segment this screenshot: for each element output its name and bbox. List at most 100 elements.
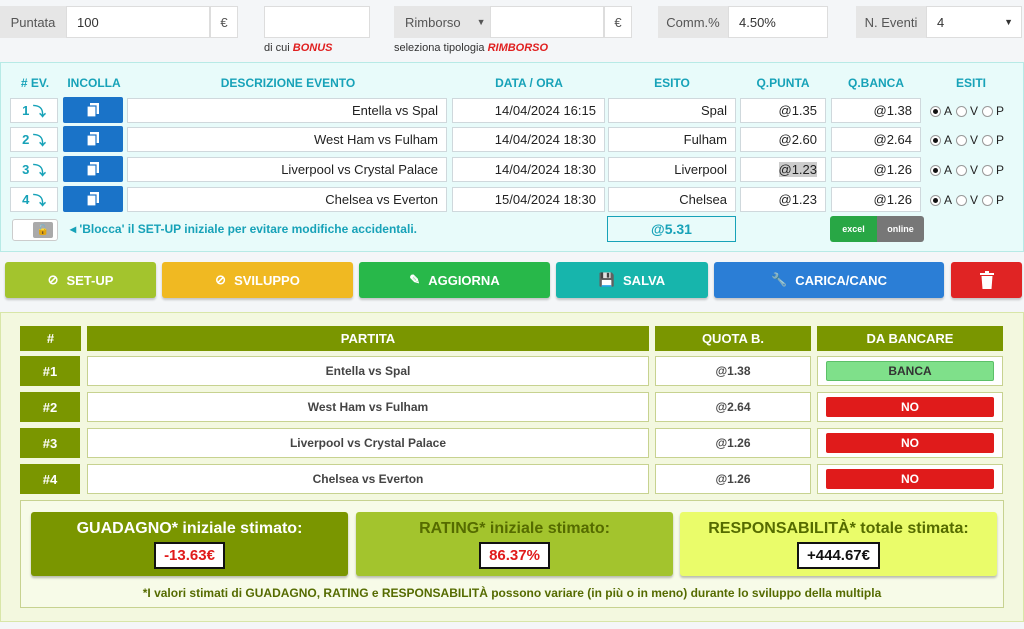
eye-slash-icon: ⊘ <box>215 272 227 287</box>
copy-icon <box>87 192 99 206</box>
event-number: 4 ⤵ <box>10 187 58 212</box>
radio-p[interactable] <box>982 194 994 206</box>
bank-action-cell: NO <box>817 428 1003 458</box>
event-description[interactable]: West Ham vs Fulham <box>127 127 447 152</box>
radio-a[interactable] <box>930 194 941 206</box>
rating-card: RATING* iniziale stimato: 86.37% <box>356 512 673 576</box>
aggiorna-button[interactable]: ✎ AGGIORNA <box>359 262 550 298</box>
radio-p[interactable] <box>982 134 994 146</box>
col-qbanca: Q.BANCA <box>848 76 904 90</box>
col-qpunta: Q.PUNTA <box>756 76 810 90</box>
lock-toggle[interactable]: 🔓 <box>12 219 58 241</box>
rimborso-note: seleziona tipologia RIMBORSO <box>394 42 549 54</box>
quota-banca[interactable]: @1.38 <box>831 98 921 123</box>
paste-button[interactable] <box>63 186 123 212</box>
event-esito[interactable]: Spal <box>608 98 736 123</box>
event-date[interactable]: 14/04/2024 16:15 <box>452 98 605 123</box>
quota-punta[interactable]: @1.23 <box>740 157 826 182</box>
quota-banca[interactable]: @2.64 <box>831 127 921 152</box>
puntata-label: Puntata <box>0 6 66 38</box>
radio-a[interactable] <box>930 164 941 176</box>
lock-hint: ◂ 'Blocca' il SET-UP iniziale per evitar… <box>70 222 417 236</box>
event-esito[interactable]: Chelsea <box>608 187 736 212</box>
radio-v-label: V <box>970 193 979 207</box>
radio-a-label: A <box>944 133 953 147</box>
bank-action-cell: NO <box>817 392 1003 422</box>
carica-button[interactable]: 🔧 CARICA/CANC <box>714 262 944 298</box>
event-description[interactable]: Entella vs Spal <box>127 98 447 123</box>
event-date[interactable]: 14/04/2024 18:30 <box>452 127 605 152</box>
sviluppo-label: SVILUPPO <box>234 272 300 288</box>
currency-symbol: € <box>210 6 238 38</box>
wrench-icon: 🔧 <box>771 272 788 287</box>
radio-p-label: P <box>996 104 1005 118</box>
bonus-input[interactable] <box>264 6 370 38</box>
total-odds: @5.31 <box>607 216 736 242</box>
radio-p-label: P <box>996 133 1005 147</box>
paste-button[interactable] <box>63 156 123 182</box>
bank-partita: Liverpool vs Crystal Palace <box>87 428 649 458</box>
carica-label: CARICA/CANC <box>795 272 887 288</box>
no-badge[interactable]: NO <box>826 469 994 489</box>
unlock-icon: 🔓 <box>33 222 53 238</box>
radio-a-label: A <box>944 193 953 207</box>
delete-button[interactable] <box>951 262 1022 298</box>
radio-v-label: V <box>970 133 979 147</box>
radio-v[interactable] <box>956 134 968 146</box>
caret-down-icon: ▼ <box>476 17 486 27</box>
rating-label: RATING* iniziale stimato: <box>419 519 610 537</box>
event-esito[interactable]: Liverpool <box>608 157 736 182</box>
eventi-select[interactable]: 4 ▼ <box>926 6 1022 38</box>
no-badge[interactable]: NO <box>826 397 994 417</box>
radio-a[interactable] <box>930 134 941 146</box>
arrow-down-icon: ⤵ <box>32 193 46 208</box>
quota-banca[interactable]: @1.26 <box>831 187 921 212</box>
event-date[interactable]: 15/04/2024 18:30 <box>452 187 605 212</box>
bank-quota: @2.64 <box>655 392 811 422</box>
event-number: 2 ⤵ <box>10 127 58 152</box>
excel-online-toggle[interactable]: excel online <box>830 216 924 242</box>
banca-badge[interactable]: BANCA <box>826 361 994 381</box>
radio-v[interactable] <box>956 105 968 117</box>
event-description[interactable]: Chelsea vs Everton <box>127 187 447 212</box>
top-bar: Puntata 100 € di cui BONUS Rimborso ▼ € s… <box>0 0 1024 58</box>
setup-button[interactable]: ⊘ SET-UP <box>5 262 156 298</box>
no-badge[interactable]: NO <box>826 433 994 453</box>
paste-button[interactable] <box>63 97 123 123</box>
event-number: 3 ⤵ <box>10 157 58 182</box>
bank-quota: @1.26 <box>655 428 811 458</box>
event-date[interactable]: 14/04/2024 18:30 <box>452 157 605 182</box>
paste-button[interactable] <box>63 126 123 152</box>
radio-p[interactable] <box>982 105 994 117</box>
radio-a[interactable] <box>930 105 941 117</box>
col-descrizione: DESCRIZIONE EVENTO <box>220 76 356 90</box>
quota-banca[interactable]: @1.26 <box>831 157 921 182</box>
comm-input[interactable]: 4.50% <box>728 6 828 38</box>
col-data: DATA / ORA <box>495 76 563 90</box>
guadagno-label: GUADAGNO* iniziale stimato: <box>76 519 303 537</box>
quota-punta[interactable]: @1.35 <box>740 98 826 123</box>
bank-action-cell: BANCA <box>817 356 1003 386</box>
event-esito[interactable]: Fulham <box>608 127 736 152</box>
salva-button[interactable]: 💾 SALVA <box>556 262 708 298</box>
event-description[interactable]: Liverpool vs Crystal Palace <box>127 157 447 182</box>
summary-footnote: *I valori stimati di GUADAGNO, RATING e … <box>142 586 882 600</box>
quota-punta[interactable]: @2.60 <box>740 127 826 152</box>
quota-punta[interactable]: @1.23 <box>740 187 826 212</box>
bank-row-number: #1 <box>20 356 80 386</box>
radio-v[interactable] <box>956 164 968 176</box>
caret-left-icon: ◂ <box>70 222 77 236</box>
salva-label: SALVA <box>623 272 666 288</box>
sviluppo-button[interactable]: ⊘ SVILUPPO <box>162 262 353 298</box>
radio-p[interactable] <box>982 164 994 176</box>
puntata-input[interactable]: 100 <box>66 6 210 38</box>
responsabilita-value: +444.67€ <box>797 541 880 569</box>
copy-icon <box>87 132 99 146</box>
responsabilita-card: RESPONSABILITÀ* totale stimata: +444.67€ <box>680 512 997 576</box>
rimborso-select[interactable]: Rimborso ▼ <box>394 6 490 38</box>
bank-action-cell: NO <box>817 464 1003 494</box>
radio-v[interactable] <box>956 194 968 206</box>
copy-icon <box>87 103 99 117</box>
rimborso-input[interactable] <box>490 6 604 38</box>
